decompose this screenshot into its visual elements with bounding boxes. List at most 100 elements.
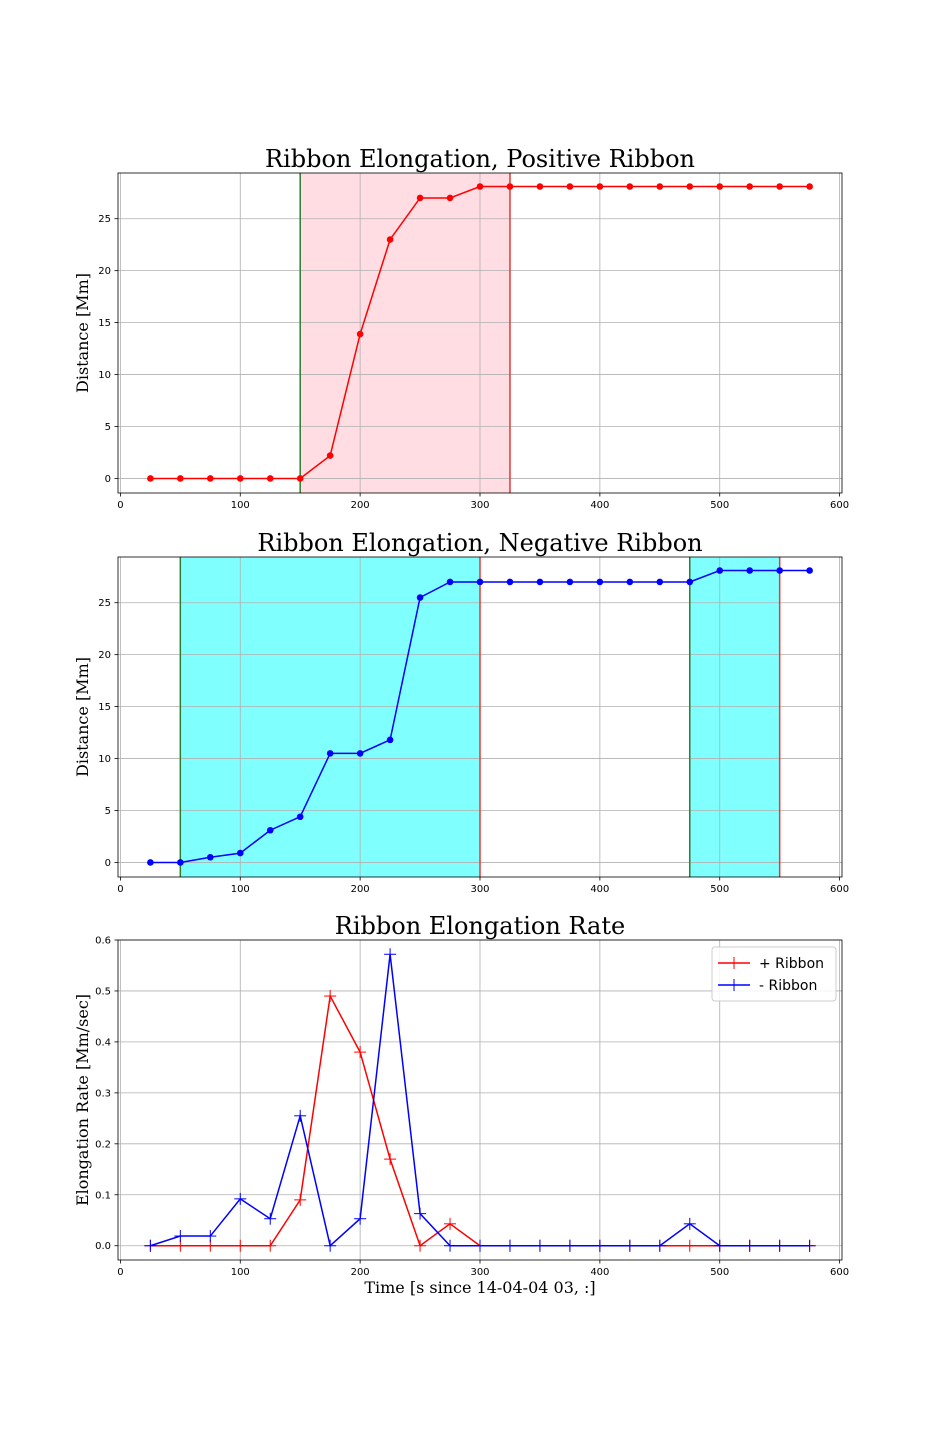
data-point (716, 183, 724, 190)
data-point (446, 194, 454, 202)
legend: + Ribbon - Ribbon (711, 946, 837, 1002)
data-point (266, 475, 274, 482)
x-tick-label: 400 (590, 500, 609, 511)
y-tick-label: 0.1 (95, 1190, 111, 1201)
data-point (776, 567, 783, 574)
data-point (294, 1193, 307, 1206)
data-point (593, 1239, 606, 1252)
y-tick-label: 25 (98, 598, 111, 609)
data-point (386, 736, 394, 744)
x-tick-label: 100 (231, 884, 250, 895)
x-tick-label: 500 (710, 1267, 729, 1278)
x-tick-label: 100 (231, 500, 250, 511)
y-tick-label: 15 (98, 318, 111, 329)
x-tick-label: 0 (117, 500, 123, 511)
y-tick-label: 0 (105, 858, 111, 869)
data-point (386, 236, 394, 243)
data-point (174, 1230, 187, 1243)
data-point (444, 1217, 457, 1230)
data-point (746, 183, 754, 190)
x-tick-label: 400 (590, 884, 609, 895)
data-point (713, 1239, 726, 1252)
data-point (177, 859, 184, 866)
y-tick-label: 15 (98, 702, 111, 713)
data-point (743, 1239, 756, 1252)
data-point (296, 475, 304, 482)
data-point (446, 578, 454, 586)
data-point (444, 1239, 457, 1252)
data-point (746, 567, 754, 574)
data-point (776, 183, 783, 190)
data-point (294, 1109, 307, 1122)
data-point (506, 183, 514, 190)
x-tick-label: 300 (470, 884, 489, 895)
y-tick-label: 10 (98, 754, 111, 765)
data-point (356, 330, 364, 338)
data-point (536, 183, 544, 190)
y-tick-label: 0.2 (95, 1139, 111, 1150)
x-tick-label: 0 (117, 1267, 123, 1278)
data-point (384, 948, 397, 961)
data-point (623, 1239, 636, 1252)
x-tick-label: 500 (710, 500, 729, 511)
chart-3: 0 100 200 300 400 500 600 0.0 0.1 0.2 0.3 0.4 0.5 0.6… (73, 912, 849, 1297)
data-point (414, 1239, 427, 1252)
data-point (476, 183, 484, 190)
data-point (626, 578, 634, 586)
data-point (236, 475, 244, 482)
data-point (177, 475, 184, 482)
x-tick-label: 100 (231, 1267, 250, 1278)
data-point (356, 750, 364, 757)
data-point (656, 578, 664, 586)
data-point (474, 1239, 486, 1252)
x-tick-label: 300 (470, 1267, 489, 1278)
y-tick-label: 5 (105, 806, 111, 817)
data-point (806, 183, 813, 190)
data-point (716, 567, 724, 574)
data-point (266, 826, 274, 834)
y-axis-label: Distance [Mm] (73, 657, 92, 777)
y-tick-label: 0.0 (95, 1241, 111, 1252)
legend-item: + Ribbon (718, 956, 824, 972)
chart-1: 0 100 200 300 400 500 600 0 5 10 15 20 25 Ribbon Elon… (73, 145, 849, 511)
y-tick-label: 20 (98, 266, 111, 277)
data-point (596, 578, 604, 586)
shaded-region (300, 173, 510, 493)
y-tick-label: 0.5 (95, 986, 111, 997)
data-point (503, 1239, 516, 1252)
y-axis-label: Elongation Rate [Mm/sec] (73, 994, 92, 1206)
data-point (206, 853, 214, 861)
data-point (264, 1212, 277, 1225)
data-point (354, 1046, 367, 1059)
x-tick-label: 200 (351, 1267, 370, 1278)
data-point (626, 183, 634, 190)
x-tick-label: 300 (470, 500, 489, 511)
data-point (326, 750, 334, 757)
legend-item: - Ribbon (718, 978, 817, 994)
data-point (414, 1207, 427, 1220)
data-point (354, 1212, 367, 1225)
data-point (147, 475, 154, 482)
x-tick-label: 600 (830, 1267, 849, 1278)
x-tick-label: 200 (351, 500, 370, 511)
data-point (324, 1239, 337, 1252)
y-tick-label: 0.6 (95, 936, 111, 947)
shaded-region (689, 557, 780, 877)
chart-title: Ribbon Elongation, Negative Ribbon (257, 529, 702, 557)
data-point (204, 1230, 217, 1243)
x-tick-label: 600 (830, 884, 849, 895)
data-point (296, 813, 304, 821)
x-tick-label: 600 (830, 500, 849, 511)
y-tick-label: 0.4 (95, 1037, 111, 1048)
data-point (596, 183, 604, 190)
data-point (653, 1239, 666, 1252)
chart-title: Ribbon Elongation Rate (335, 912, 625, 940)
data-point (476, 578, 484, 586)
data-point (566, 578, 574, 586)
data-point (264, 1239, 277, 1252)
x-tick-label: 200 (351, 884, 370, 895)
legend-box (711, 946, 837, 1002)
x-axis-label: Time [s since 14-04-04 03, :] (364, 1278, 595, 1297)
y-tick-label: 5 (105, 422, 111, 433)
x-tick-label: 400 (590, 1267, 609, 1278)
